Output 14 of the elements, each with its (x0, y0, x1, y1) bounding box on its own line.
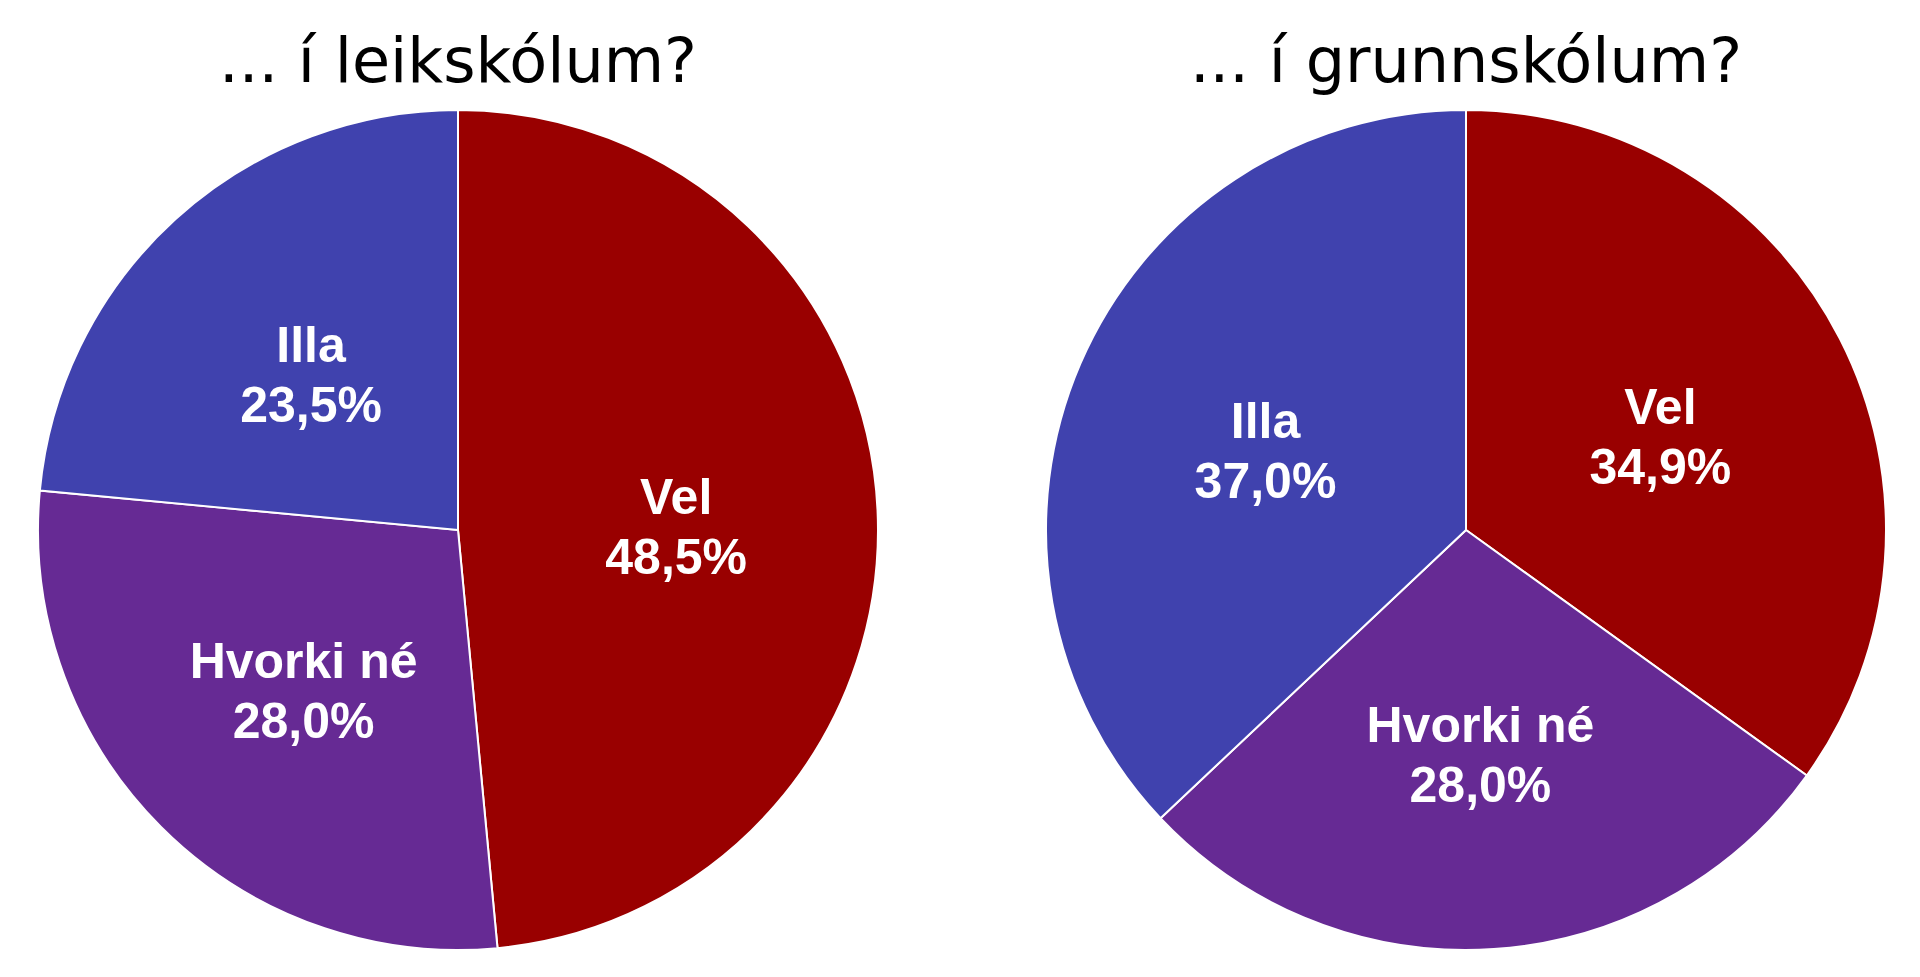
data-label: 28,0% (232, 693, 375, 750)
slice-label: Illa (276, 317, 347, 374)
data-label: 28,0% (1409, 756, 1552, 813)
slice-label: Hvorki né (1366, 696, 1595, 753)
slice-label: Illa (1230, 392, 1302, 449)
data-label: 48,5% (605, 528, 748, 585)
slice-label: Vel (640, 468, 713, 525)
chart-title: ... í grunnskólum? (1189, 24, 1743, 97)
data-label: 34,9% (1589, 439, 1732, 496)
chart-title: ... í leikskólum? (218, 24, 698, 97)
slice-label: Hvorki né (189, 633, 418, 690)
data-label: 37,0% (1194, 452, 1337, 509)
data-label: 23,5% (240, 377, 382, 434)
slice-label: Vel (1624, 379, 1697, 436)
